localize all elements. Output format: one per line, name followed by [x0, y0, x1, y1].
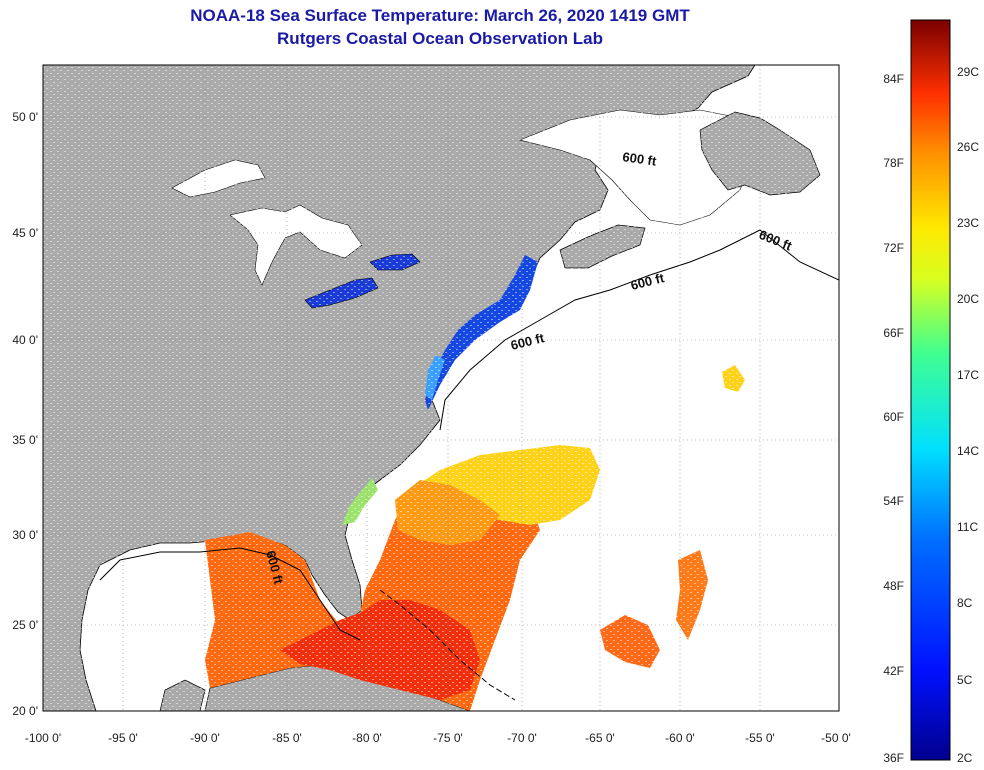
lat-tick-label: 25 0' — [12, 618, 38, 632]
lat-tick-label: 30 0' — [12, 528, 38, 542]
colorbar-fahrenheit: 36F 42F 48F 54F 60F 66F 72F 78F 84F — [883, 72, 904, 765]
depth-contour-line-bahamas — [379, 589, 516, 701]
cb-c-label: 23C — [957, 216, 979, 230]
cb-c-label: 5C — [957, 673, 973, 687]
map-subtitle: Rutgers Coastal Ocean Observation Lab — [277, 29, 603, 48]
cb-f-label: 42F — [883, 664, 904, 678]
lon-tick-label: -90 0' — [190, 731, 220, 745]
latitude-axis: 20 0' 25 0' 30 0' 35 0' 40 0' 45 0' 50 0… — [12, 110, 38, 718]
lat-tick-label: 35 0' — [12, 433, 38, 447]
colorbar-celsius: 2C 5C 8C 11C 14C 17C 20C 23C 26C 29C — [957, 65, 979, 765]
cb-f-label: 54F — [883, 494, 904, 508]
cb-c-label: 20C — [957, 292, 979, 306]
lon-tick-label: -55 0' — [745, 731, 775, 745]
lon-tick-label: -50 0' — [821, 731, 851, 745]
lat-tick-label: 50 0' — [12, 110, 38, 124]
cb-c-label: 17C — [957, 368, 979, 382]
contour-label-1: 600 ft — [622, 149, 658, 169]
lon-tick-label: -100 0' — [25, 731, 61, 745]
lat-tick-label: 20 0' — [12, 704, 38, 718]
cb-c-label: 26C — [957, 140, 979, 154]
depth-contour-line-gulf — [99, 547, 361, 641]
cb-c-label: 29C — [957, 65, 979, 79]
cb-f-label: 48F — [883, 579, 904, 593]
map-frame — [42, 64, 840, 712]
lat-tick-label: 45 0' — [12, 226, 38, 240]
lon-tick-label: -80 0' — [352, 731, 382, 745]
cb-c-label: 14C — [957, 444, 979, 458]
cb-f-label: 60F — [883, 410, 904, 424]
cb-c-label: 11C — [957, 520, 978, 534]
cb-f-label: 66F — [883, 326, 904, 340]
cb-c-label: 2C — [957, 751, 973, 765]
lon-tick-label: -95 0' — [108, 731, 138, 745]
cb-f-label: 84F — [883, 72, 904, 86]
cloud-speckle — [43, 65, 839, 711]
lon-tick-label: -60 0' — [665, 731, 695, 745]
longitude-axis: -100 0' -95 0' -90 0' -85 0' -80 0' -75 … — [25, 731, 851, 745]
lon-tick-label: -85 0' — [272, 731, 302, 745]
cb-f-label: 72F — [883, 241, 904, 255]
cb-f-label: 78F — [883, 156, 904, 170]
lat-tick-label: 40 0' — [12, 333, 38, 347]
color-scale-bar — [910, 19, 951, 761]
cb-c-label: 8C — [957, 596, 973, 610]
lon-tick-label: -65 0' — [585, 731, 615, 745]
lon-tick-label: -70 0' — [507, 731, 537, 745]
lon-tick-label: -75 0' — [433, 731, 463, 745]
cb-f-label: 36F — [883, 751, 904, 765]
map-title: NOAA-18 Sea Surface Temperature: March 2… — [190, 6, 690, 25]
graticule — [43, 65, 839, 711]
